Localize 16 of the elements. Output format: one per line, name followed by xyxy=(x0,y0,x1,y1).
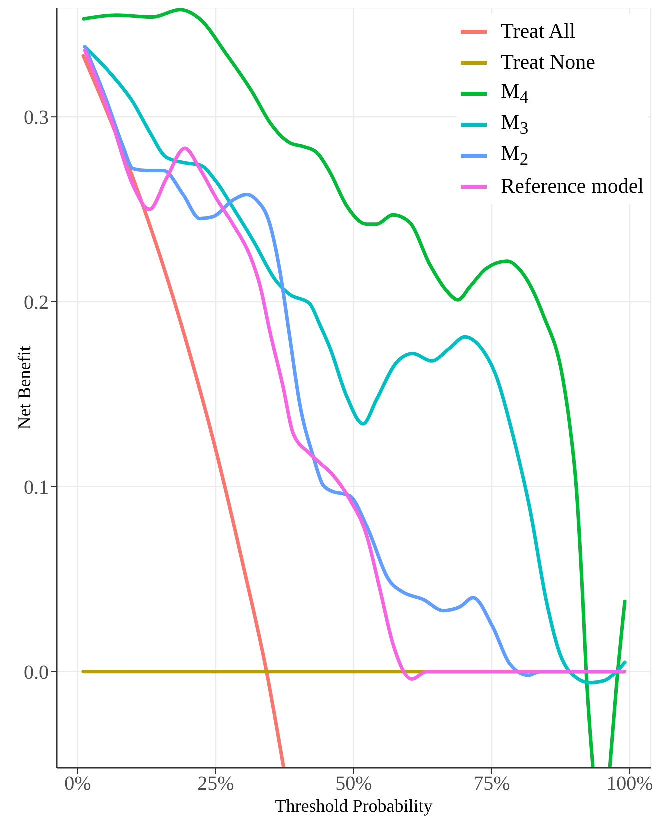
legend-label: Treat None xyxy=(501,50,596,75)
y-tick-label: 0.2 xyxy=(24,292,49,314)
x-tick-label: 75% xyxy=(474,773,510,796)
legend-label: M$_{2}$ xyxy=(501,140,529,170)
legend-label: M$_{3}$ xyxy=(501,110,529,140)
legend-label: Reference model xyxy=(501,174,644,199)
legend-label: M$_{4}$ xyxy=(501,78,529,108)
x-axis-title: Threshold Probability xyxy=(275,796,433,816)
y-tick-label: 0.1 xyxy=(24,477,49,500)
y-tick-label: 0.3 xyxy=(24,107,49,130)
y-tick-label: 0.0 xyxy=(24,662,49,684)
x-tick-label: 50% xyxy=(336,773,372,796)
x-tick-label: 25% xyxy=(198,773,234,796)
x-tick-label: 0% xyxy=(64,773,92,796)
y-axis-title: Net Benefit xyxy=(14,346,34,430)
legend-label: Treat All xyxy=(501,19,576,44)
